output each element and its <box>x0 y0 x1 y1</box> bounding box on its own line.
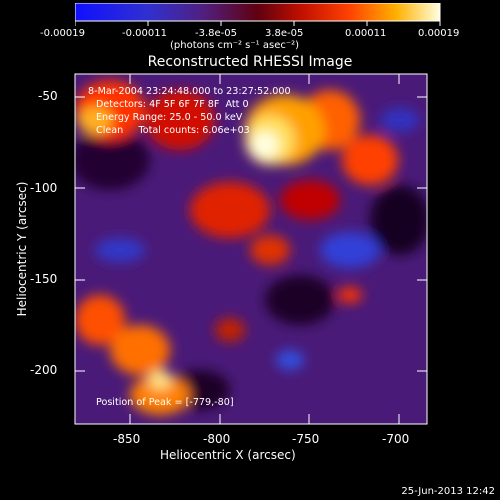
x-axis-ticks <box>129 74 400 424</box>
plot-title: Reconstructed RHESSI Image <box>147 54 353 70</box>
y-tick-label: -100 <box>30 181 58 195</box>
image-blobs <box>75 80 427 415</box>
y-axis-ticks <box>75 96 427 372</box>
colorbar-gradient <box>75 3 441 22</box>
plot-frame <box>74 73 428 425</box>
y-tick-label: -150 <box>30 272 58 286</box>
peak-position-text: Position of Peak = [-779,-80] <box>96 397 234 408</box>
detectors-text: Detectors: 4F 5F 6F 7F 8F Att 0 <box>96 99 249 110</box>
x-tick-label: -850 <box>113 432 141 446</box>
colorbar-tick: -3.8e-05 <box>195 28 237 39</box>
colorbar-tick: 3.8e-05 <box>265 28 304 39</box>
clean-counts-text: Clean Total counts: 6.06e+03 <box>96 125 250 136</box>
y-tick-label: -200 <box>30 363 58 377</box>
x-tick-label: -700 <box>382 432 410 446</box>
x-tick-label: -800 <box>203 432 231 446</box>
colorbar-tick: 0.00019 <box>418 28 460 39</box>
colorbar-units: (photons cm⁻² s⁻¹ asec⁻²) <box>170 40 300 51</box>
energy-range-text: Energy Range: 25.0 - 50.0 keV <box>96 112 243 123</box>
y-axis-label: Heliocentric Y (arcsec) <box>15 181 29 317</box>
x-axis-label: Heliocentric X (arcsec) <box>160 448 296 462</box>
colorbar-tick: -0.00011 <box>122 28 167 39</box>
x-tick-label: -750 <box>292 432 320 446</box>
colorbar <box>75 3 441 26</box>
colorbar-tick: -0.00019 <box>40 28 85 39</box>
colorbar-tick: 0.00011 <box>345 28 387 39</box>
y-tick-label: -50 <box>38 89 58 103</box>
footer-date: 25-Jun-2013 12:42 <box>401 486 495 497</box>
time-range-text: 8-Mar-2004 23:24:48.000 to 23:27:52.000 <box>88 86 291 97</box>
